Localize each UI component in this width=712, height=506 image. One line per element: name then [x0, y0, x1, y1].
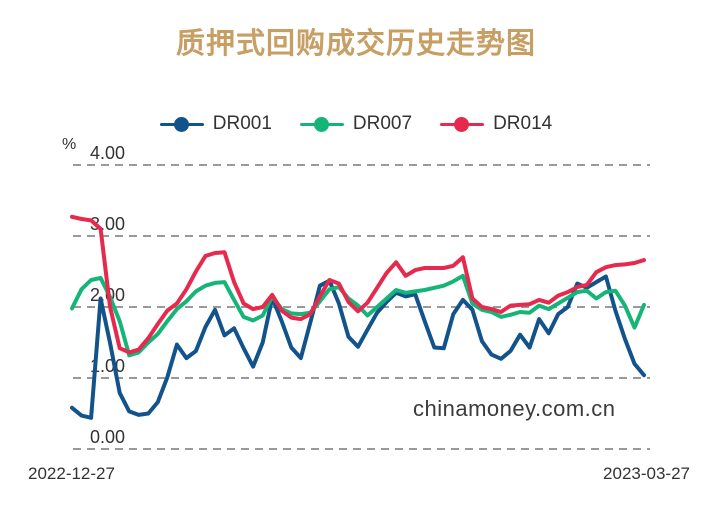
- legend-marker-dr014-icon: [440, 116, 485, 132]
- legend-marker-dr001-icon: [159, 116, 204, 132]
- legend-marker-dr007-icon: [299, 116, 344, 132]
- legend-label-dr014: DR014: [493, 113, 553, 134]
- series-line-DR007: [70, 273, 646, 358]
- legend-label-dr001: DR001: [212, 113, 272, 134]
- series-line-DR014: [70, 214, 646, 355]
- legend-item-dr007[interactable]: DR007: [299, 113, 413, 135]
- series-line-DR001: [70, 274, 646, 420]
- x-axis-label-end: 2023-03-27: [603, 464, 690, 483]
- y-tick-label-0.00: 0.00: [90, 427, 125, 447]
- chart-title: 质押式回购成交历史走势图: [175, 28, 536, 60]
- legend-item-dr001[interactable]: DR001: [159, 113, 272, 135]
- legend-label-dr007: DR007: [352, 113, 413, 134]
- legend-item-dr014[interactable]: DR014: [440, 113, 552, 135]
- legend: DR001 DR007 DR014: [0, 109, 712, 139]
- y-axis-unit: %: [62, 136, 76, 153]
- x-axis-label-start: 2022-12-27: [28, 464, 115, 483]
- y-tick-label-4.00: 4.00: [90, 143, 125, 163]
- watermark: chinamoney.com.cn: [413, 396, 616, 421]
